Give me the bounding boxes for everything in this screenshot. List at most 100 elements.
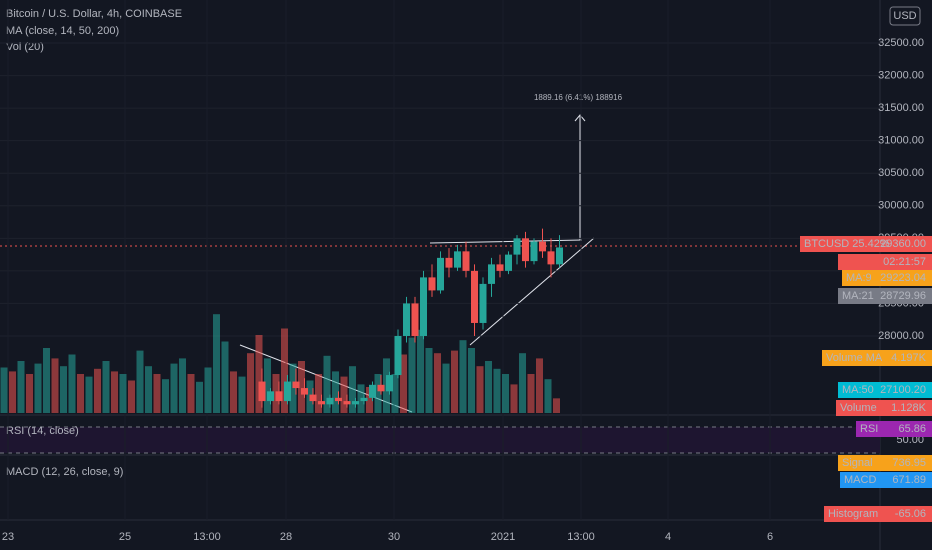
currency[interactable]: USD — [893, 10, 916, 22]
volume-bar — [162, 379, 169, 413]
price-badge — [822, 350, 932, 366]
candle-body — [275, 391, 283, 402]
volume-bar — [553, 398, 560, 413]
badge-value: 65.86 — [898, 423, 926, 435]
volume-bar — [315, 374, 322, 413]
annotation: 1889.16 (6.41%) 188916 — [534, 93, 623, 102]
volume-bar — [527, 374, 535, 413]
drawing-line — [469, 237, 595, 346]
currency-box[interactable] — [889, 6, 921, 26]
volume-bar — [408, 337, 416, 413]
candle-body — [411, 303, 419, 336]
y-tick-label: 30000.00 — [878, 200, 924, 212]
volume-bar — [425, 348, 433, 413]
volume-bar — [102, 361, 110, 413]
candle-body — [292, 381, 300, 389]
candle-body — [437, 257, 444, 291]
volume-bar — [128, 380, 135, 413]
price-badge — [838, 288, 932, 304]
price-badge — [856, 421, 932, 437]
volume-bar — [374, 374, 382, 413]
candle-body — [352, 401, 359, 405]
badge-value: 29360.00 — [880, 238, 926, 250]
volume-bar — [417, 329, 424, 413]
volume-bar — [187, 374, 195, 413]
volume-bar — [94, 368, 101, 413]
volume-bar — [391, 374, 399, 413]
price-badge — [838, 254, 932, 270]
candle-body — [513, 238, 521, 255]
badge-value: 27100.20 — [880, 384, 926, 396]
rsi-band — [0, 427, 880, 453]
candle-body — [530, 241, 538, 262]
macd-title: MACD (12, 26, close, 9) — [6, 466, 123, 478]
indicator-label: MA (close, 14, 50, 200) — [6, 25, 119, 37]
y-tick-label: 32500.00 — [878, 37, 924, 49]
candle-body — [428, 277, 436, 291]
volume-bar — [68, 354, 76, 413]
y-tick-label: 31000.00 — [878, 135, 924, 147]
volume-bar — [349, 366, 356, 413]
volume-bar — [230, 371, 237, 413]
x-tick-label: 28 — [280, 531, 292, 543]
indicator-label: Vol (20) — [6, 41, 44, 53]
volume-bar — [179, 358, 186, 413]
badge-value: 736.95 — [892, 457, 926, 469]
volume-bar — [298, 361, 305, 413]
candle-body — [488, 264, 495, 284]
candle-body — [326, 397, 334, 405]
badge-label: Volume MA — [826, 352, 883, 364]
x-tick-label: 25 — [119, 531, 131, 543]
candle-body — [394, 335, 402, 376]
volume-bar — [111, 371, 118, 413]
x-tick-label: 6 — [767, 531, 773, 543]
x-tick-label: 13:00 — [567, 531, 595, 543]
x-tick-label: 23 — [2, 531, 14, 543]
price-badge — [800, 236, 932, 252]
volume-bar — [536, 358, 543, 413]
candle-body — [445, 257, 453, 268]
candle-body — [309, 394, 317, 402]
badge-value: 671.89 — [892, 474, 926, 486]
volume-bar — [119, 374, 127, 413]
volume-bar — [145, 366, 152, 413]
volume-bar — [77, 374, 84, 413]
volume-bar — [204, 367, 212, 413]
candle-body — [335, 397, 342, 402]
volume-bar — [238, 376, 246, 413]
y-tick-label: 32000.00 — [878, 69, 924, 81]
price-badge — [842, 270, 932, 286]
badge-label: MA:50 — [842, 384, 874, 396]
volume-bar — [323, 355, 331, 413]
drawing-line — [429, 239, 583, 244]
candle-body — [267, 391, 274, 402]
volume-bar — [340, 376, 348, 413]
volume-bar — [544, 379, 552, 413]
arrow-head — [574, 114, 586, 122]
volume-bar — [451, 350, 458, 413]
badge-value: -65.06 — [895, 508, 926, 520]
volume-bar — [170, 363, 178, 413]
volume-bar — [366, 387, 373, 413]
volume-bar — [221, 341, 229, 413]
badge-value: 28729.96 — [880, 290, 926, 302]
candle-body — [403, 303, 410, 336]
candle-body — [301, 388, 308, 395]
badge-label: Histogram — [828, 508, 878, 520]
volume-bar — [459, 340, 467, 413]
rsi-title: RSI (14, close) — [6, 425, 79, 437]
volume-bar — [34, 363, 42, 413]
candle-body — [522, 238, 529, 262]
y-tick-label: 28000.00 — [878, 330, 924, 342]
x-tick-label: 2021 — [491, 531, 515, 543]
candle-body — [386, 375, 393, 392]
candle-body — [258, 381, 266, 402]
volume-bar — [85, 376, 93, 413]
candle-body — [360, 397, 368, 402]
candle-body — [318, 401, 325, 405]
candle-body — [505, 254, 512, 271]
badge-label: MA:9 — [846, 272, 872, 284]
badge-label: RSI — [860, 423, 878, 435]
volume-bar — [247, 353, 254, 413]
volume-bar — [502, 374, 509, 413]
